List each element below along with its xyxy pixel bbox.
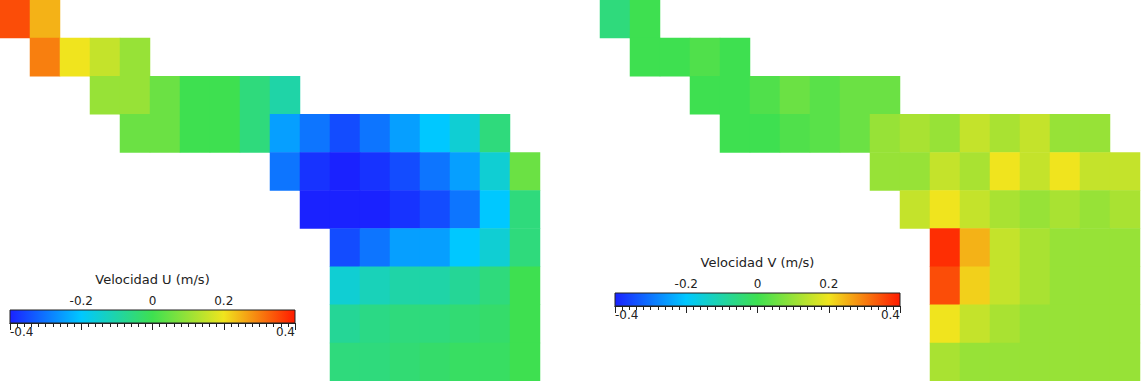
- svg-text:0.4: 0.4: [276, 325, 295, 339]
- svg-text:0.4: 0.4: [881, 308, 900, 322]
- svg-text:0.2: 0.2: [819, 277, 838, 291]
- svg-text:-0.2: -0.2: [70, 294, 93, 308]
- svg-text:0: 0: [149, 294, 157, 308]
- svg-text:Velocidad U (m/s): Velocidad U (m/s): [95, 272, 209, 287]
- svg-text:-0.4: -0.4: [10, 325, 33, 339]
- svg-text:-0.4: -0.4: [615, 308, 638, 322]
- svg-text:0.2: 0.2: [214, 294, 233, 308]
- svg-text:-0.2: -0.2: [675, 277, 698, 291]
- svg-text:Velocidad V (m/s): Velocidad V (m/s): [701, 255, 815, 270]
- svg-text:0: 0: [754, 277, 762, 291]
